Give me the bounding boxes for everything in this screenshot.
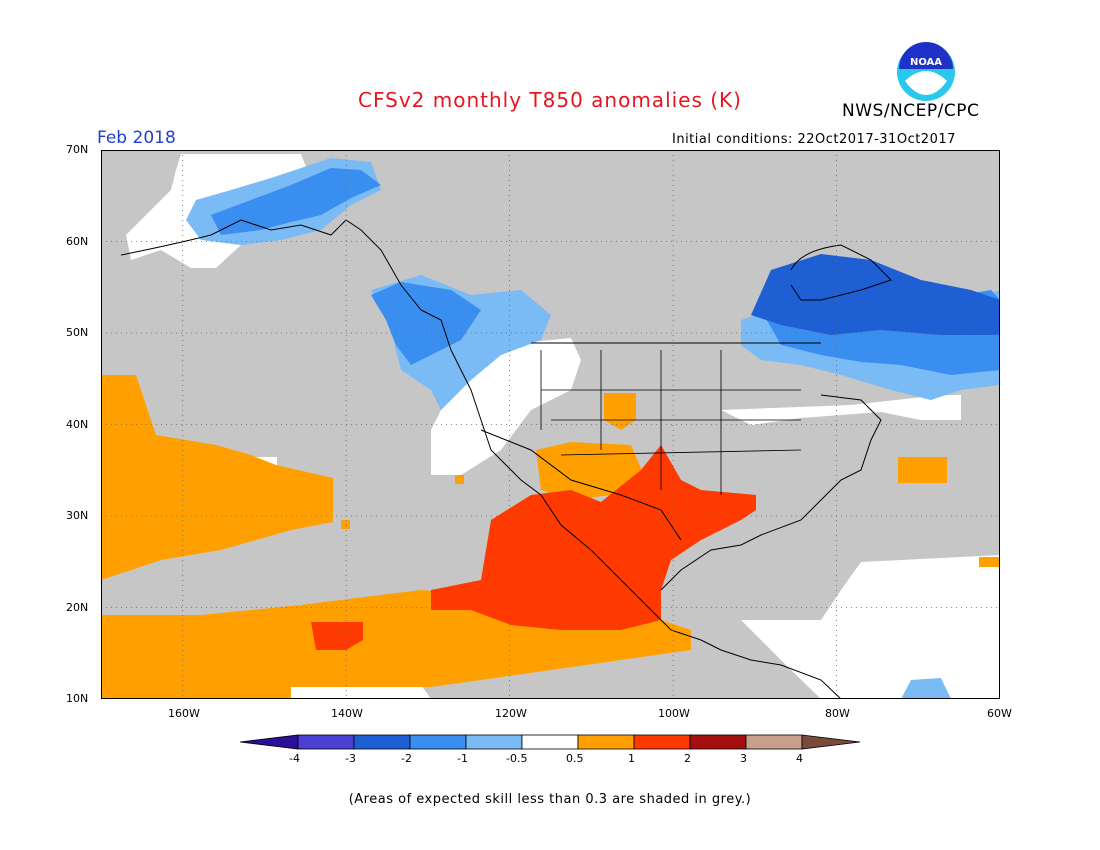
lightblue-caribbean	[901, 678, 951, 699]
orange-southwest	[536, 442, 646, 500]
lat-label-40: 40N	[66, 418, 89, 431]
noaa-logo-gull	[905, 71, 947, 95]
colorbar-label-2: 2	[684, 752, 691, 765]
orange-regions	[101, 375, 1000, 699]
lat-label-10: 10N	[66, 692, 89, 705]
orange-dot-california	[455, 475, 464, 484]
skill-note: (Areas of expected skill less than 0.3 a…	[348, 792, 752, 807]
colorbar-swatches	[240, 734, 861, 750]
lat-label-50: 50N	[66, 326, 89, 339]
colorbar-swatch-1	[297, 734, 355, 750]
colorbar-swatch-5	[521, 734, 579, 750]
forecast-period: Feb 2018	[97, 128, 176, 148]
map-frame	[101, 150, 1000, 699]
colorbar-arrow-low	[240, 734, 299, 750]
colorbar-swatch-7	[633, 734, 691, 750]
lon-label-120w: 120W	[495, 707, 527, 720]
orange-atlantic	[898, 457, 947, 483]
lon-label-60w: 60W	[987, 707, 1012, 720]
colorbar-label-neg1: -1	[457, 752, 468, 765]
orange-east-edge	[979, 557, 1000, 567]
map-title: CFSv2 monthly T850 anomalies (K)	[358, 88, 742, 112]
colorbar-swatch-6	[577, 734, 635, 750]
colorbar-arrow-high	[801, 734, 861, 750]
us-mexico-border	[480, 429, 682, 541]
lon-label-80w: 80W	[825, 707, 850, 720]
colorbar-label-4: 4	[796, 752, 803, 765]
colorbar-label-neg05: -0.5	[506, 752, 528, 765]
hudson-bay-outline	[790, 244, 892, 301]
lon-label-100w: 100W	[658, 707, 690, 720]
geographic-outlines	[120, 219, 892, 699]
darkblue-hudson-bay	[751, 254, 1000, 335]
noaa-logo-text: NOAA	[910, 57, 942, 68]
red-mexico	[431, 445, 756, 630]
lat-label-20: 20N	[66, 601, 89, 614]
red-regions	[311, 445, 756, 650]
neutral-south-pacific	[286, 685, 431, 699]
lat-label-30: 30N	[66, 509, 89, 522]
orange-pacific-dot	[341, 520, 350, 529]
colorbar-label-05: 0.5	[566, 752, 584, 765]
colorbar	[240, 734, 861, 750]
neutral-eastern-canada	[721, 395, 961, 425]
dark-blue-regions	[751, 254, 1000, 335]
lat-label-70: 70N	[66, 143, 89, 156]
colorbar-label-neg3: -3	[345, 752, 356, 765]
colorbar-label-neg4: -4	[289, 752, 300, 765]
colorbar-swatch-3	[409, 734, 467, 750]
initial-conditions: Initial conditions: 22Oct2017-31Oct2017	[672, 132, 956, 147]
state-borders	[540, 350, 802, 495]
noaa-logo: NOAA	[897, 42, 955, 101]
red-pacific-patch	[311, 622, 363, 650]
colorbar-label-3: 3	[740, 752, 747, 765]
agency-label: NWS/NCEP/CPC	[842, 101, 980, 121]
colorbar-label-1: 1	[628, 752, 635, 765]
lon-label-160w: 160W	[168, 707, 200, 720]
blue-british-columbia	[371, 282, 481, 365]
orange-pacific-central	[101, 375, 333, 580]
blue-alaska	[211, 168, 381, 235]
gulf-east-coastline	[660, 394, 882, 591]
colorbar-swatch-2	[353, 734, 411, 750]
colorbar-swatch-9	[745, 734, 803, 750]
noaa-logo-upper	[899, 42, 953, 69]
orange-colorado	[604, 393, 636, 430]
anomaly-map	[101, 150, 1000, 699]
colorbar-label-neg2: -2	[401, 752, 412, 765]
colorbar-swatch-4	[465, 734, 523, 750]
lon-label-140w: 140W	[331, 707, 363, 720]
lat-label-60: 60N	[66, 235, 89, 248]
neutral-caribbean	[741, 555, 1000, 699]
colorbar-swatch-8	[689, 734, 747, 750]
pacific-coastline	[120, 219, 842, 699]
